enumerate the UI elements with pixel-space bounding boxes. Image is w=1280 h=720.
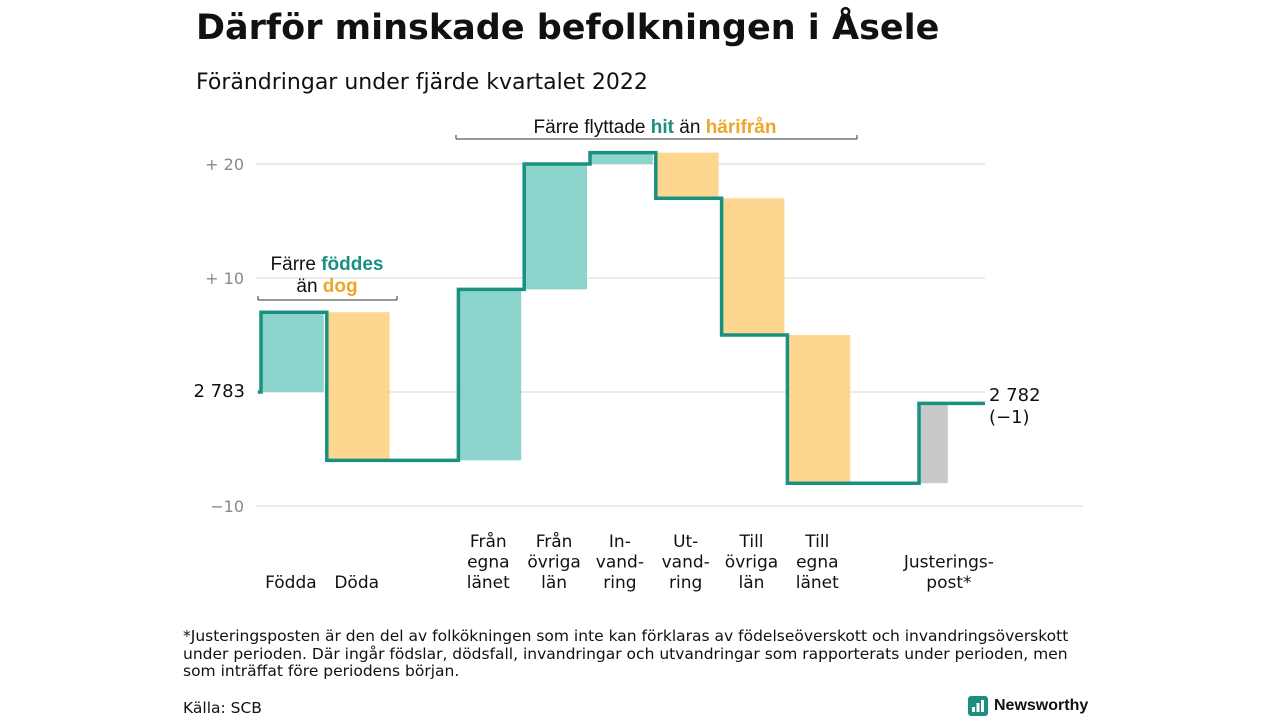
category-label: län — [739, 573, 765, 593]
category-label: Från — [536, 531, 573, 552]
y-tick-label: + 20 — [205, 155, 244, 174]
y-axis-ticks: + 20 + 10 −10 — [205, 155, 244, 516]
category-label: övriga — [725, 553, 778, 573]
migration-annotation: Färre flyttade hit än härifrån — [455, 117, 858, 140]
category-label: länet — [796, 573, 839, 593]
category-label: län — [541, 573, 567, 593]
category-label: länet — [467, 573, 510, 593]
bars — [261, 152, 948, 484]
category-label: Till — [738, 532, 763, 552]
category-label: egna — [796, 553, 838, 573]
start-value-label: 2 783 — [193, 381, 245, 402]
category-label: Justerings- — [903, 553, 994, 573]
footnote: *Justeringsposten är den del av folkökni… — [183, 627, 1069, 680]
category-label: In- — [609, 532, 631, 552]
category-label: Från — [470, 531, 507, 552]
bar-positive — [458, 289, 522, 461]
category-label: vand- — [596, 553, 644, 573]
chart-title: Därför minskade befolkningen i Åsele — [196, 8, 940, 48]
births-annotation: Färre föddes än dog — [257, 254, 398, 301]
newsworthy-logo: Newsworthy — [968, 696, 1088, 716]
bar-negative — [721, 198, 785, 335]
bar-adjustment — [919, 403, 948, 484]
chart-subtitle: Förändringar under fjärde kvartalet 2022 — [196, 70, 648, 95]
bar-chart-icon — [968, 696, 988, 716]
bar-positive — [261, 312, 324, 392]
bar-positive — [524, 164, 587, 290]
y-tick-label: + 10 — [205, 269, 244, 288]
logo-text: Newsworthy — [994, 697, 1089, 714]
end-change-label: (−1) — [989, 407, 1030, 428]
births-annotation-line2: än dog — [296, 276, 357, 297]
migration-annotation-text: Färre flyttade hit än härifrån — [534, 117, 777, 138]
end-value-label: 2 782 — [989, 385, 1041, 406]
category-labels: Födda DödaFrånegnalänetFrånövrigalänIn-va… — [265, 531, 994, 593]
category-label: post* — [926, 573, 971, 593]
category-label: Ut- — [673, 532, 698, 552]
cumulative-step-line — [258, 150, 985, 485]
bar-negative — [655, 152, 719, 199]
bar-positive — [590, 152, 653, 164]
source-label: Källa: SCB — [183, 699, 262, 717]
category-label: vand- — [662, 553, 710, 573]
bar-negative — [787, 335, 851, 484]
y-tick-label: −10 — [210, 497, 244, 516]
bar-negative — [326, 312, 390, 461]
category-label: egna — [467, 553, 509, 573]
births-annotation-line1: Färre föddes — [271, 254, 384, 275]
category-label: ring — [603, 573, 636, 593]
category-label: Döda — [334, 573, 379, 593]
category-label: Till — [804, 532, 829, 552]
category-label: övriga — [527, 553, 580, 573]
category-label: ring — [669, 573, 702, 593]
category-label: Födda — [265, 573, 317, 593]
waterfall-chart: + 20+ 10−10 Födda DödaFrånegnalänetFrånöv… — [193, 117, 1083, 593]
